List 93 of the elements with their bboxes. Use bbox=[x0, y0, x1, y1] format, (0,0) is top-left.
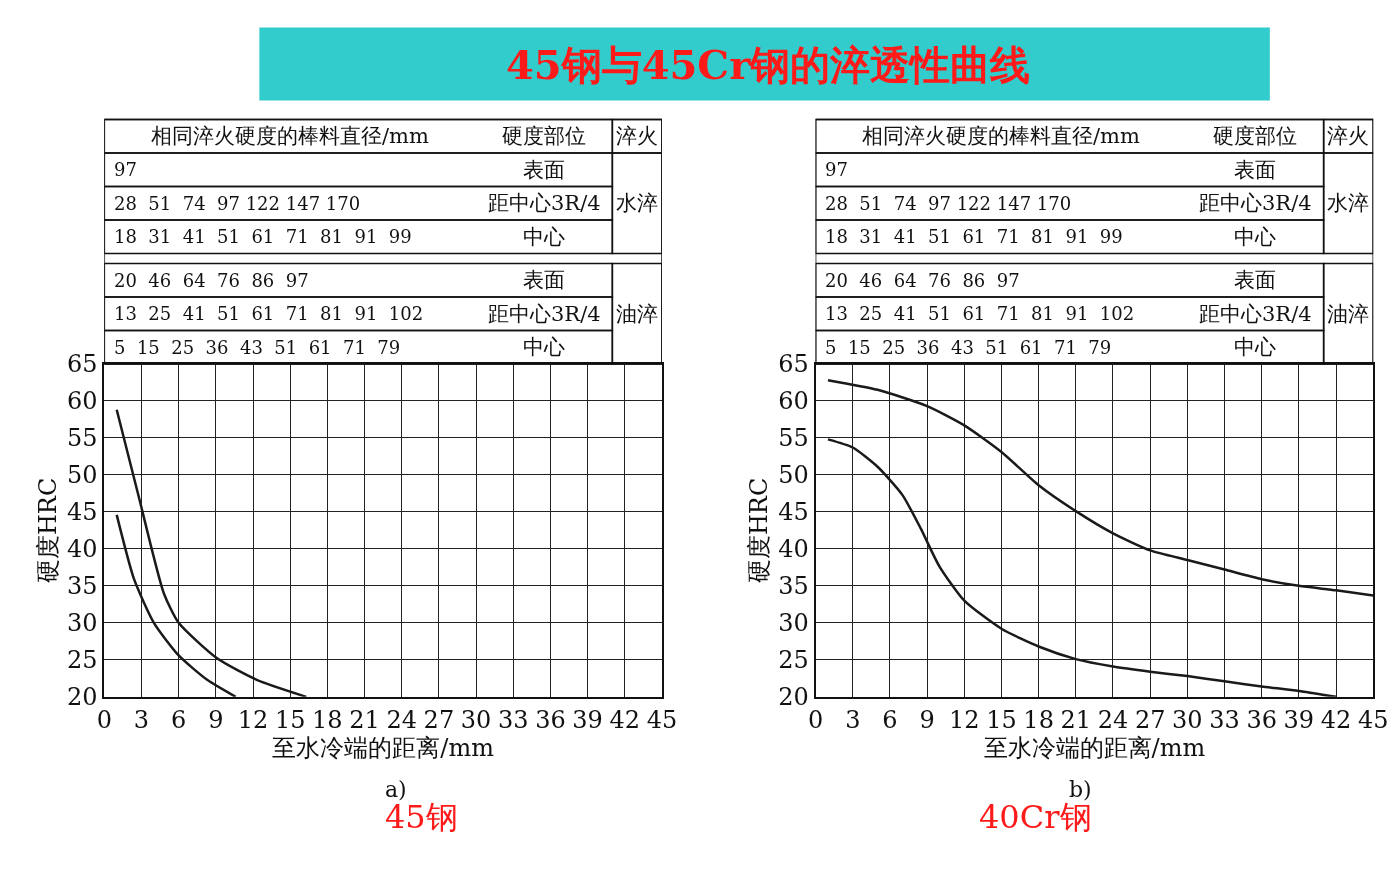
text: 5 15 25 36 43 51 61 71 79 bbox=[114, 337, 401, 358]
x-tick-label: 12 bbox=[949, 705, 980, 734]
y-tick-label: 55 bbox=[66, 424, 98, 453]
x-axis-title: 至水冷端的距离/mm bbox=[983, 733, 1206, 762]
text: 中心 bbox=[523, 225, 565, 249]
x-tick-label: 9 bbox=[919, 705, 935, 734]
text: 距中心3R/4 bbox=[1199, 302, 1312, 326]
x-tick-label: 15 bbox=[274, 705, 306, 734]
x-tick-label: 21 bbox=[349, 705, 380, 734]
x-tick-label: 42 bbox=[609, 705, 641, 734]
x-tick-label: 21 bbox=[1060, 705, 1092, 734]
x-tick-label: 42 bbox=[1320, 705, 1352, 734]
x-tick-label: 33 bbox=[1209, 705, 1240, 734]
y-tick-label: 65 bbox=[66, 350, 98, 379]
text: 水淬 bbox=[1327, 191, 1369, 215]
y-tick-label: 20 bbox=[778, 683, 809, 712]
text: 距中心3R/4 bbox=[488, 191, 601, 215]
text: 表面 bbox=[1234, 268, 1276, 292]
y-axis-title: 硬度HRC bbox=[744, 477, 773, 584]
text: 中心 bbox=[523, 335, 565, 359]
x-tick-label: 39 bbox=[572, 705, 603, 734]
x-tick-label: 18 bbox=[1023, 705, 1054, 734]
text: 表面 bbox=[523, 268, 565, 292]
x-tick-label: 30 bbox=[1172, 705, 1203, 734]
x-axis-title: 至水冷端的距离/mm bbox=[272, 733, 495, 762]
text: 中心 bbox=[1234, 335, 1276, 359]
y-tick-label: 65 bbox=[778, 350, 809, 379]
x-tick-label: 18 bbox=[312, 705, 343, 734]
text: 淬火 bbox=[1327, 124, 1369, 148]
x-tick-label: 0 bbox=[807, 705, 824, 734]
y-tick-label: 45 bbox=[66, 498, 98, 527]
text: 5 15 25 36 43 51 61 71 79 bbox=[825, 337, 1112, 358]
x-tick-label: 27 bbox=[1134, 705, 1166, 734]
x-tick-label: 3 bbox=[133, 705, 150, 734]
y-tick-label: 20 bbox=[66, 683, 98, 712]
y-tick-label: 50 bbox=[778, 461, 809, 490]
y-tick-label: 40 bbox=[778, 535, 809, 564]
x-tick-label: 39 bbox=[1283, 705, 1315, 734]
x-tick-label: 3 bbox=[845, 705, 861, 734]
y-tick-label: 35 bbox=[66, 572, 98, 601]
text: 油淬 bbox=[616, 302, 658, 326]
x-tick-label: 0 bbox=[96, 705, 112, 734]
y-tick-label: 40 bbox=[66, 535, 98, 564]
y-tick-label: 25 bbox=[66, 646, 98, 675]
x-tick-label: 9 bbox=[208, 705, 224, 734]
y-axis-title: 硬度HRC bbox=[33, 477, 62, 584]
y-tick-label: 50 bbox=[66, 461, 98, 490]
text: 硬度部位 bbox=[502, 124, 586, 148]
text: 28 51 74 97 122 147 170 bbox=[114, 193, 361, 214]
y-tick-label: 60 bbox=[778, 387, 809, 416]
text: 油淬 bbox=[1327, 302, 1369, 326]
text: 表面 bbox=[1234, 158, 1276, 182]
x-tick-label: 36 bbox=[1246, 705, 1277, 734]
x-tick-label: 6 bbox=[882, 705, 898, 734]
x-tick-label: 45 bbox=[1357, 705, 1389, 734]
text: 97 bbox=[825, 159, 848, 180]
text: 相同淬火硬度的棒料直径/mm bbox=[862, 124, 1140, 148]
text: 距中心3R/4 bbox=[1199, 191, 1312, 215]
text: a) bbox=[385, 777, 407, 802]
x-tick-label: 45 bbox=[646, 705, 678, 734]
y-tick-label: 45 bbox=[778, 498, 809, 527]
text: 表面 bbox=[523, 158, 565, 182]
text: 20 46 64 76 86 97 bbox=[825, 270, 1020, 291]
x-tick-label: 36 bbox=[535, 705, 566, 734]
x-tick-label: 27 bbox=[423, 705, 455, 734]
y-tick-label: 55 bbox=[778, 424, 809, 453]
y-tick-label: 60 bbox=[66, 387, 98, 416]
x-tick-label: 24 bbox=[386, 705, 417, 734]
text: 水淬 bbox=[616, 191, 658, 215]
text: 距中心3R/4 bbox=[488, 302, 601, 326]
x-tick-label: 24 bbox=[1097, 705, 1129, 734]
text: b) bbox=[1069, 777, 1092, 802]
text: 13 25 41 51 61 71 81 91 102 bbox=[114, 303, 424, 324]
text: 淬火 bbox=[616, 124, 658, 148]
text: 硬度部位 bbox=[1213, 124, 1297, 148]
text: 45钢与45Cr钢的淬透性曲线 bbox=[506, 41, 1031, 88]
x-tick-label: 15 bbox=[986, 705, 1017, 734]
text: 97 bbox=[114, 159, 137, 180]
text: 20 46 64 76 86 97 bbox=[114, 270, 309, 291]
x-tick-label: 6 bbox=[171, 705, 187, 734]
x-tick-label: 30 bbox=[460, 705, 492, 734]
y-tick-label: 30 bbox=[66, 609, 98, 638]
text: 相同淬火硬度的棒料直径/mm bbox=[151, 124, 429, 148]
text: 13 25 41 51 61 71 81 91 102 bbox=[825, 303, 1135, 324]
x-tick-label: 12 bbox=[237, 705, 269, 734]
y-tick-label: 25 bbox=[778, 646, 809, 675]
text: 28 51 74 97 122 147 170 bbox=[825, 193, 1072, 214]
y-tick-label: 35 bbox=[778, 572, 809, 601]
y-tick-label: 30 bbox=[778, 609, 809, 638]
text: 18 31 41 51 61 71 81 91 99 bbox=[114, 226, 412, 247]
text: 中心 bbox=[1234, 225, 1276, 249]
text: 18 31 41 51 61 71 81 91 99 bbox=[825, 226, 1123, 247]
x-tick-label: 33 bbox=[497, 705, 529, 734]
